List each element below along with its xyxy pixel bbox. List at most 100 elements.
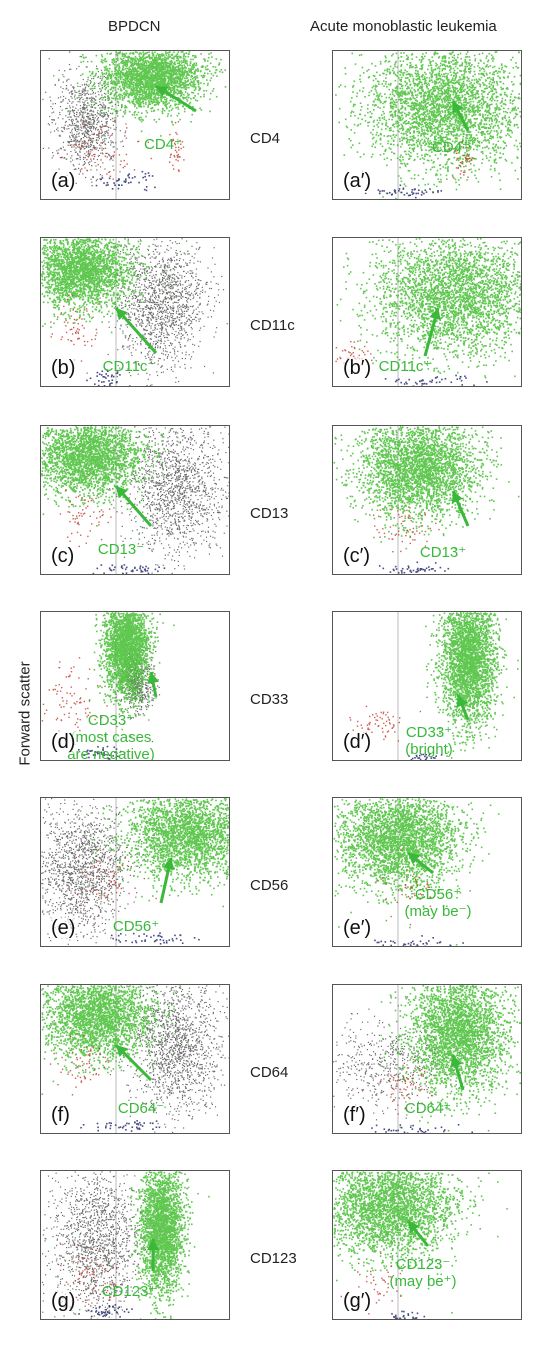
navy-population: [374, 935, 464, 946]
annotation-line: CD56⁺: [404, 886, 471, 903]
annotation-line: CD64⁺: [405, 1100, 451, 1117]
scatter-plot: [333, 1171, 508, 1319]
red-population: [448, 141, 475, 178]
panel-label: (g): [51, 1290, 76, 1313]
scatter-plot: [349, 612, 519, 760]
gray-population: [109, 985, 229, 1133]
scatter-plot: [41, 612, 175, 760]
annotation-line: CD56⁺: [113, 918, 159, 935]
scatter-panel-right-4: CD33⁺ (bright) (d′): [332, 611, 522, 761]
panel-annotation: CD56⁺: [113, 918, 159, 935]
blast-population: [41, 985, 197, 1111]
scatter-plot: [41, 985, 229, 1133]
annotation-line: (may be⁻): [404, 903, 471, 920]
scatter-panel-left-2: CD11c⁻ (b): [40, 237, 230, 387]
annotation-line: CD13⁺: [420, 544, 466, 561]
blast-population: [380, 985, 521, 1132]
scatter-panel-right-1: CD4⁺ (a′): [332, 50, 522, 200]
gray-population: [101, 426, 229, 574]
y-axis-label: Forward scatter: [17, 659, 34, 769]
panel-label: (c′): [343, 545, 371, 568]
navy-population: [86, 369, 131, 386]
marker-label: CD13: [250, 505, 288, 522]
marker-label: CD4: [250, 130, 280, 147]
annotation-line: CD33⁺: [67, 712, 155, 729]
panel-annotation: CD123⁻ (may be⁺): [389, 1256, 456, 1290]
arrow-icon: [155, 84, 197, 113]
navy-population: [78, 1304, 133, 1318]
scatter-plot: [41, 238, 228, 386]
arrow-icon: [451, 100, 470, 132]
panel-annotation: CD64⁺: [405, 1100, 451, 1117]
blast-population: [333, 1171, 508, 1314]
marker-label: CD11c: [250, 317, 295, 334]
annotation-line: CD4⁺: [432, 139, 470, 156]
red-population: [372, 507, 440, 553]
navy-population: [371, 1124, 473, 1133]
panel-annotation: CD13⁺: [420, 544, 466, 561]
navy-population: [92, 564, 166, 574]
annotation-line: are negative): [67, 746, 155, 760]
panel-label: (a): [51, 170, 76, 193]
gray-population: [42, 55, 140, 184]
scatter-plot: [333, 798, 500, 946]
scatter-panel-left-3: CD13⁻ (c): [40, 425, 230, 575]
blast-population: [88, 612, 175, 738]
gray-population: [41, 1171, 164, 1319]
panel-annotation: CD33⁺ (most cases are negative): [67, 712, 155, 760]
panel-annotation: CD64⁻: [118, 1100, 164, 1117]
scatter-plot: [335, 51, 521, 199]
panel-annotation: CD33⁺ (bright): [405, 724, 453, 758]
annotation-line: CD4⁺: [144, 136, 182, 153]
panel-label: (g′): [343, 1290, 372, 1313]
scatter-plot: [333, 985, 521, 1133]
navy-population: [408, 753, 443, 760]
scatter-panel-left-4: CD33⁺ (most cases are negative) (d): [40, 611, 230, 761]
blast-population: [41, 238, 189, 334]
gray-population: [86, 238, 228, 386]
scatter-panel-right-3: CD13⁺ (c′): [332, 425, 522, 575]
annotation-line: (most cases: [67, 729, 155, 746]
scatter-plot: [41, 1171, 210, 1319]
marker-label: CD64: [250, 1064, 288, 1081]
panel-label: (d): [51, 731, 76, 754]
marker-label: CD123: [250, 1250, 297, 1267]
panel-label: (c): [51, 545, 75, 568]
blast-population: [333, 798, 500, 946]
red-population: [361, 1059, 433, 1115]
navy-population: [378, 561, 450, 574]
marker-label: CD33: [250, 691, 288, 708]
navy-population: [80, 1120, 161, 1132]
scatter-plot: [335, 238, 521, 386]
panel-annotation: CD4⁺: [144, 136, 182, 153]
column-title-bpdcn: BPDCN: [108, 18, 161, 35]
navy-population: [364, 184, 443, 199]
red-population: [41, 657, 108, 740]
panel-annotation: CD13⁻: [98, 541, 144, 558]
arrow-icon: [406, 1220, 430, 1247]
arrow-icon: [114, 485, 153, 527]
scatter-panel-right-5: CD56⁺ (may be⁻) (e′): [332, 797, 522, 947]
red-population: [59, 473, 123, 548]
arrow-icon: [451, 490, 470, 527]
panel-annotation: CD11c⁻: [103, 358, 156, 375]
panel-annotation: CD56⁺ (may be⁻): [404, 886, 471, 920]
scatter-panel-right-2: CD11c⁺ (b′): [332, 237, 522, 387]
scatter-panel-right-7: CD123⁻ (may be⁺) (g′): [332, 1170, 522, 1320]
navy-population: [78, 745, 126, 760]
annotation-line: CD64⁻: [118, 1100, 164, 1117]
annotation-line: (may be⁺): [389, 1273, 456, 1290]
scatter-plot: [42, 51, 227, 199]
red-population: [60, 1243, 142, 1307]
blast-population: [425, 612, 519, 759]
navy-population: [92, 170, 156, 192]
red-population: [68, 848, 157, 917]
red-population: [349, 705, 422, 742]
arrow-icon: [423, 307, 441, 357]
blast-population: [91, 798, 229, 908]
annotation-line: CD11c⁺: [379, 358, 432, 375]
panel-label: (b): [51, 357, 76, 380]
scatter-plot: [333, 426, 520, 574]
blast-population: [333, 426, 520, 550]
arrow-icon: [147, 1239, 159, 1271]
